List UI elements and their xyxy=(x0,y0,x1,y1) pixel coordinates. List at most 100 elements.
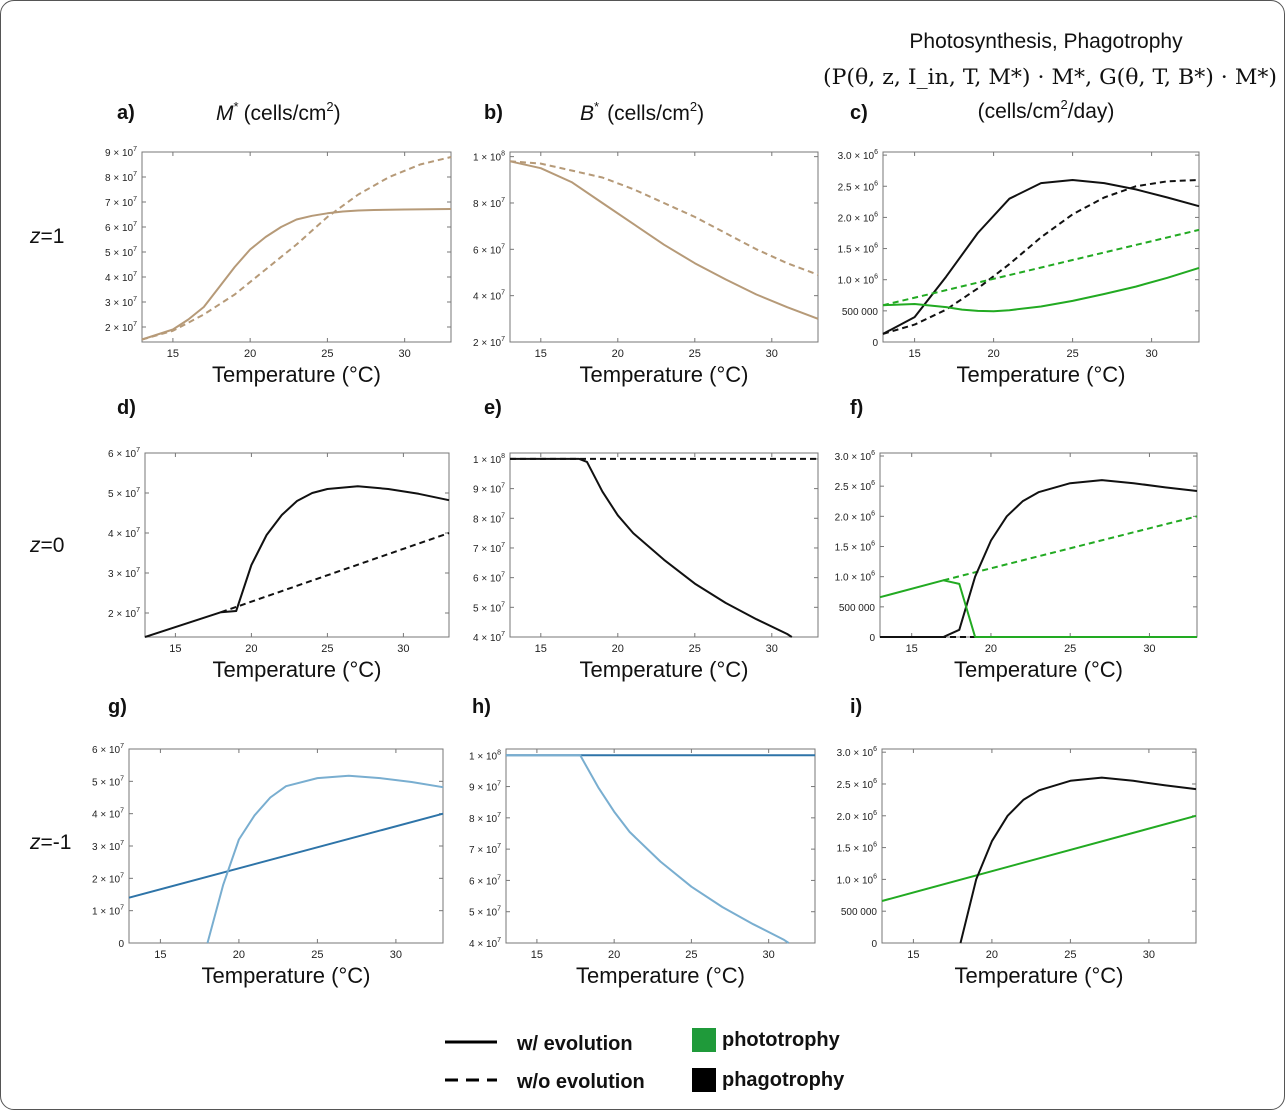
x-tick-label: 15 xyxy=(535,348,547,360)
x-axis-label: Temperature (°C) xyxy=(954,657,1123,682)
panel-i: i) 15 20 25 30 0 500 000 1.0 × 106 1.5 × 106 2.0 … xyxy=(837,696,1197,988)
x-tick-label: 20 xyxy=(986,949,998,961)
panel-label: g) xyxy=(108,696,127,718)
y-tick-label: 2 × 107 xyxy=(473,336,505,349)
series-line-black-solid xyxy=(959,776,1197,944)
y-tick-label: 2.5 × 106 xyxy=(835,480,875,493)
x-tick-label: 15 xyxy=(167,348,179,360)
x-tick-label: 25 xyxy=(1066,348,1078,360)
panel-h: h) 15 20 25 30 4 × 107 5 × 107 6 × 107 7 × 107 8 … xyxy=(469,696,816,988)
y-tick-label: 500 000 xyxy=(841,907,878,918)
y-tick-label: 4 × 107 xyxy=(473,631,505,644)
series-line-green-solid xyxy=(879,579,1197,638)
series-line-black-solid xyxy=(510,457,793,638)
legend-phototrophy-swatch xyxy=(692,1028,716,1052)
x-tick-label: 20 xyxy=(985,643,997,655)
panel-b: b) 15 20 25 30 2 × 107 4 × 107 6 × 107 8 × 107 1 … xyxy=(473,102,819,387)
plot-frame xyxy=(141,151,452,343)
series-line-green-dashed xyxy=(882,228,1200,307)
y-tick-label: 0 xyxy=(871,939,877,950)
series-line-black-dashed xyxy=(220,532,450,614)
y-tick-label: 4 × 107 xyxy=(108,527,140,540)
x-tick-label: 30 xyxy=(763,949,775,961)
col-title-c-line3: (cells/cm2/day) xyxy=(978,97,1115,123)
y-tick-label: 6 × 107 xyxy=(105,221,137,234)
series-line-tan-solid xyxy=(141,208,452,341)
plot-frame xyxy=(882,151,1200,343)
x-tick-label: 15 xyxy=(535,643,547,655)
col-title-b: B* (cells/cm2) xyxy=(580,99,704,125)
plot-frame xyxy=(128,748,444,944)
legend-phagotrophy-swatch xyxy=(692,1068,716,1092)
series-line-black-solid xyxy=(144,485,450,638)
y-tick-label: 6 × 107 xyxy=(469,874,501,887)
y-tick-label: 1.0 × 106 xyxy=(838,274,878,287)
panel-a: a) 15 20 25 30 2 × 107 3 × 107 4 × 107 5 × 107 6 … xyxy=(105,102,452,387)
y-tick-label: 4 × 107 xyxy=(92,808,124,821)
y-tick-label: 9 × 107 xyxy=(473,483,505,496)
x-tick-label: 30 xyxy=(1143,949,1155,961)
y-tick-label: 7 × 107 xyxy=(105,196,137,209)
x-tick-label: 30 xyxy=(1145,348,1157,360)
y-tick-label: 7 × 107 xyxy=(473,542,505,555)
series-line-blue_light-solid xyxy=(506,754,790,944)
y-tick-label: 9 × 107 xyxy=(105,146,137,159)
legend-phototrophy-label: phototrophy xyxy=(722,1029,841,1051)
y-tick-label: 3.0 × 106 xyxy=(837,746,877,759)
x-axis-label: Temperature (°C) xyxy=(580,362,749,387)
y-tick-label: 9 × 107 xyxy=(469,781,501,794)
x-tick-label: 25 xyxy=(689,348,701,360)
x-tick-label: 30 xyxy=(1143,643,1155,655)
x-tick-label: 20 xyxy=(233,949,245,961)
plot-frame xyxy=(509,452,819,638)
y-tick-label: 8 × 107 xyxy=(473,197,505,210)
series-line-green-solid xyxy=(882,266,1200,313)
x-tick-label: 25 xyxy=(1064,949,1076,961)
y-tick-label: 1 × 108 xyxy=(469,749,501,762)
y-tick-label: 1.5 × 106 xyxy=(835,541,875,554)
y-tick-label: 1 × 108 xyxy=(473,151,505,164)
y-tick-label: 0 xyxy=(872,338,878,349)
y-tick-label: 5 × 107 xyxy=(105,246,137,259)
x-tick-label: 25 xyxy=(321,348,333,360)
panel-label: h) xyxy=(472,696,491,718)
y-tick-label: 4 × 107 xyxy=(469,937,501,950)
col-title-a: M* (cells/cm2) xyxy=(216,99,341,125)
x-axis-label: Temperature (°C) xyxy=(580,657,749,682)
x-tick-label: 15 xyxy=(906,643,918,655)
y-tick-label: 8 × 107 xyxy=(105,171,137,184)
y-tick-label: 2.5 × 106 xyxy=(838,180,878,193)
y-tick-label: 2.0 × 106 xyxy=(838,211,878,224)
x-tick-label: 25 xyxy=(321,643,333,655)
row-label-2: z=0 xyxy=(29,534,64,557)
legend: w/ evolution w/o evolution phototrophy p… xyxy=(445,1028,845,1093)
panel-label: d) xyxy=(117,397,136,419)
y-tick-label: 2 × 107 xyxy=(105,321,137,334)
x-tick-label: 15 xyxy=(169,643,181,655)
series-line-black-solid xyxy=(882,179,1200,335)
x-tick-label: 25 xyxy=(689,643,701,655)
x-tick-label: 20 xyxy=(245,643,257,655)
y-tick-label: 1.0 × 106 xyxy=(835,571,875,584)
y-tick-label: 3 × 107 xyxy=(108,567,140,580)
panel-label: e) xyxy=(484,397,502,419)
y-tick-label: 5 × 107 xyxy=(108,487,140,500)
plot-frame xyxy=(144,452,450,638)
y-tick-label: 500 000 xyxy=(842,307,879,318)
panel-label: a) xyxy=(117,102,135,124)
x-axis-label: Temperature (°C) xyxy=(202,963,371,988)
x-tick-label: 25 xyxy=(685,949,697,961)
y-tick-label: 6 × 107 xyxy=(92,743,124,756)
panel-label: b) xyxy=(484,102,503,124)
x-axis-label: Temperature (°C) xyxy=(955,963,1124,988)
y-tick-label: 1 × 108 xyxy=(473,453,505,466)
panel-label: f) xyxy=(850,397,863,419)
series-line-black-dashed xyxy=(882,179,1200,335)
y-tick-label: 6 × 107 xyxy=(108,447,140,460)
y-tick-label: 2 × 107 xyxy=(108,607,140,620)
y-tick-label: 2.0 × 106 xyxy=(837,810,877,823)
y-tick-label: 3 × 107 xyxy=(92,840,124,853)
panel-c: c) 15 20 25 30 0 500 000 1.0 × 106 1.5 × 106 2.0 … xyxy=(838,102,1200,387)
x-tick-label: 15 xyxy=(154,949,166,961)
y-tick-label: 8 × 107 xyxy=(469,812,501,825)
